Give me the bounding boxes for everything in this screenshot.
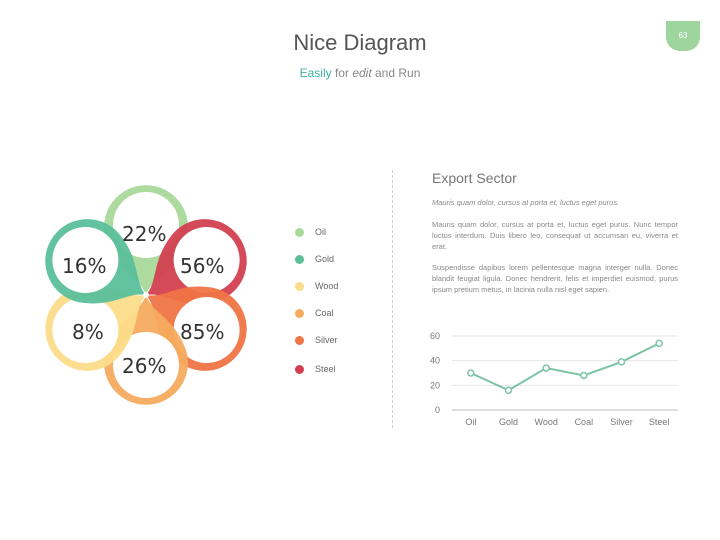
x-tick-label: Silver: [610, 417, 633, 427]
legend-dot-steel: [295, 365, 304, 374]
petal-label-lower-left: 8%: [72, 320, 104, 344]
y-tick-label: 60: [430, 331, 440, 341]
data-point: [580, 371, 588, 380]
y-tick-label: 20: [430, 380, 440, 390]
legend-dot-coal: [295, 309, 304, 318]
data-point: [542, 364, 550, 372]
petal-upper-right: [146, 219, 247, 304]
x-tick-label: Steel: [649, 417, 670, 427]
x-tick-label: Wood: [534, 417, 557, 427]
data-point: [617, 358, 626, 366]
subtitle-mid: for: [331, 66, 353, 80]
page-subtitle: Easily for edit and Run: [0, 66, 720, 80]
data-point: [467, 369, 475, 377]
subtitle-emphasis: edit: [352, 66, 372, 80]
section-divider: [392, 170, 393, 428]
export-line-chart: 0 20 40 60 Oil Gold Wood Coal Silver Steel: [430, 331, 678, 427]
petal-label-upper-left: 16%: [62, 254, 107, 278]
page-number-badge: 63: [666, 21, 700, 51]
subtitle-end: and Run: [371, 66, 421, 80]
export-sector-title: Export Sector: [432, 170, 517, 186]
legend-label-gold: Gold: [315, 254, 335, 264]
petal-label-top: 22%: [122, 222, 167, 246]
petal-label-bottom: 26%: [122, 354, 167, 378]
export-sector-paragraph-2: Suspendisse dapibus lorem pellentesque m…: [432, 263, 678, 294]
legend-label-silver: Silver: [315, 335, 338, 345]
flower-hub: [143, 292, 149, 298]
subtitle-accent: Easily: [299, 66, 332, 80]
data-point: [655, 339, 663, 348]
export-sector-lead: Mauris quam dolor, cursus at porta et, l…: [432, 198, 620, 207]
petal-lower-left: [45, 286, 146, 371]
legend-label-coal: Coal: [315, 308, 334, 318]
legend-label-oil: Oil: [315, 227, 326, 237]
flower-diagram: [45, 185, 247, 405]
legend-dot-wood: [295, 282, 304, 291]
legend-label-wood: Wood: [315, 281, 339, 291]
petal-upper-left: [45, 219, 146, 304]
legend-dot-gold: [295, 255, 304, 264]
page-title: Nice Diagram: [293, 30, 427, 55]
data-point: [504, 386, 513, 395]
petal-label-upper-right: 56%: [180, 254, 225, 278]
x-tick-label: Gold: [499, 417, 518, 427]
x-tick-label: Coal: [575, 417, 594, 427]
series-line: [470, 342, 660, 392]
y-tick-label: 40: [430, 356, 440, 366]
petal-label-lower-right: 85%: [180, 320, 225, 344]
legend-label-steel: Steel: [315, 364, 336, 374]
export-sector-paragraph-1: Mauris quam dolor, cursus at porta et, l…: [432, 220, 678, 251]
x-tick-label: Oil: [465, 417, 476, 427]
legend-dot-oil: [295, 228, 304, 237]
y-tick-label: 0: [435, 405, 440, 415]
legend-dot-silver: [295, 336, 304, 345]
